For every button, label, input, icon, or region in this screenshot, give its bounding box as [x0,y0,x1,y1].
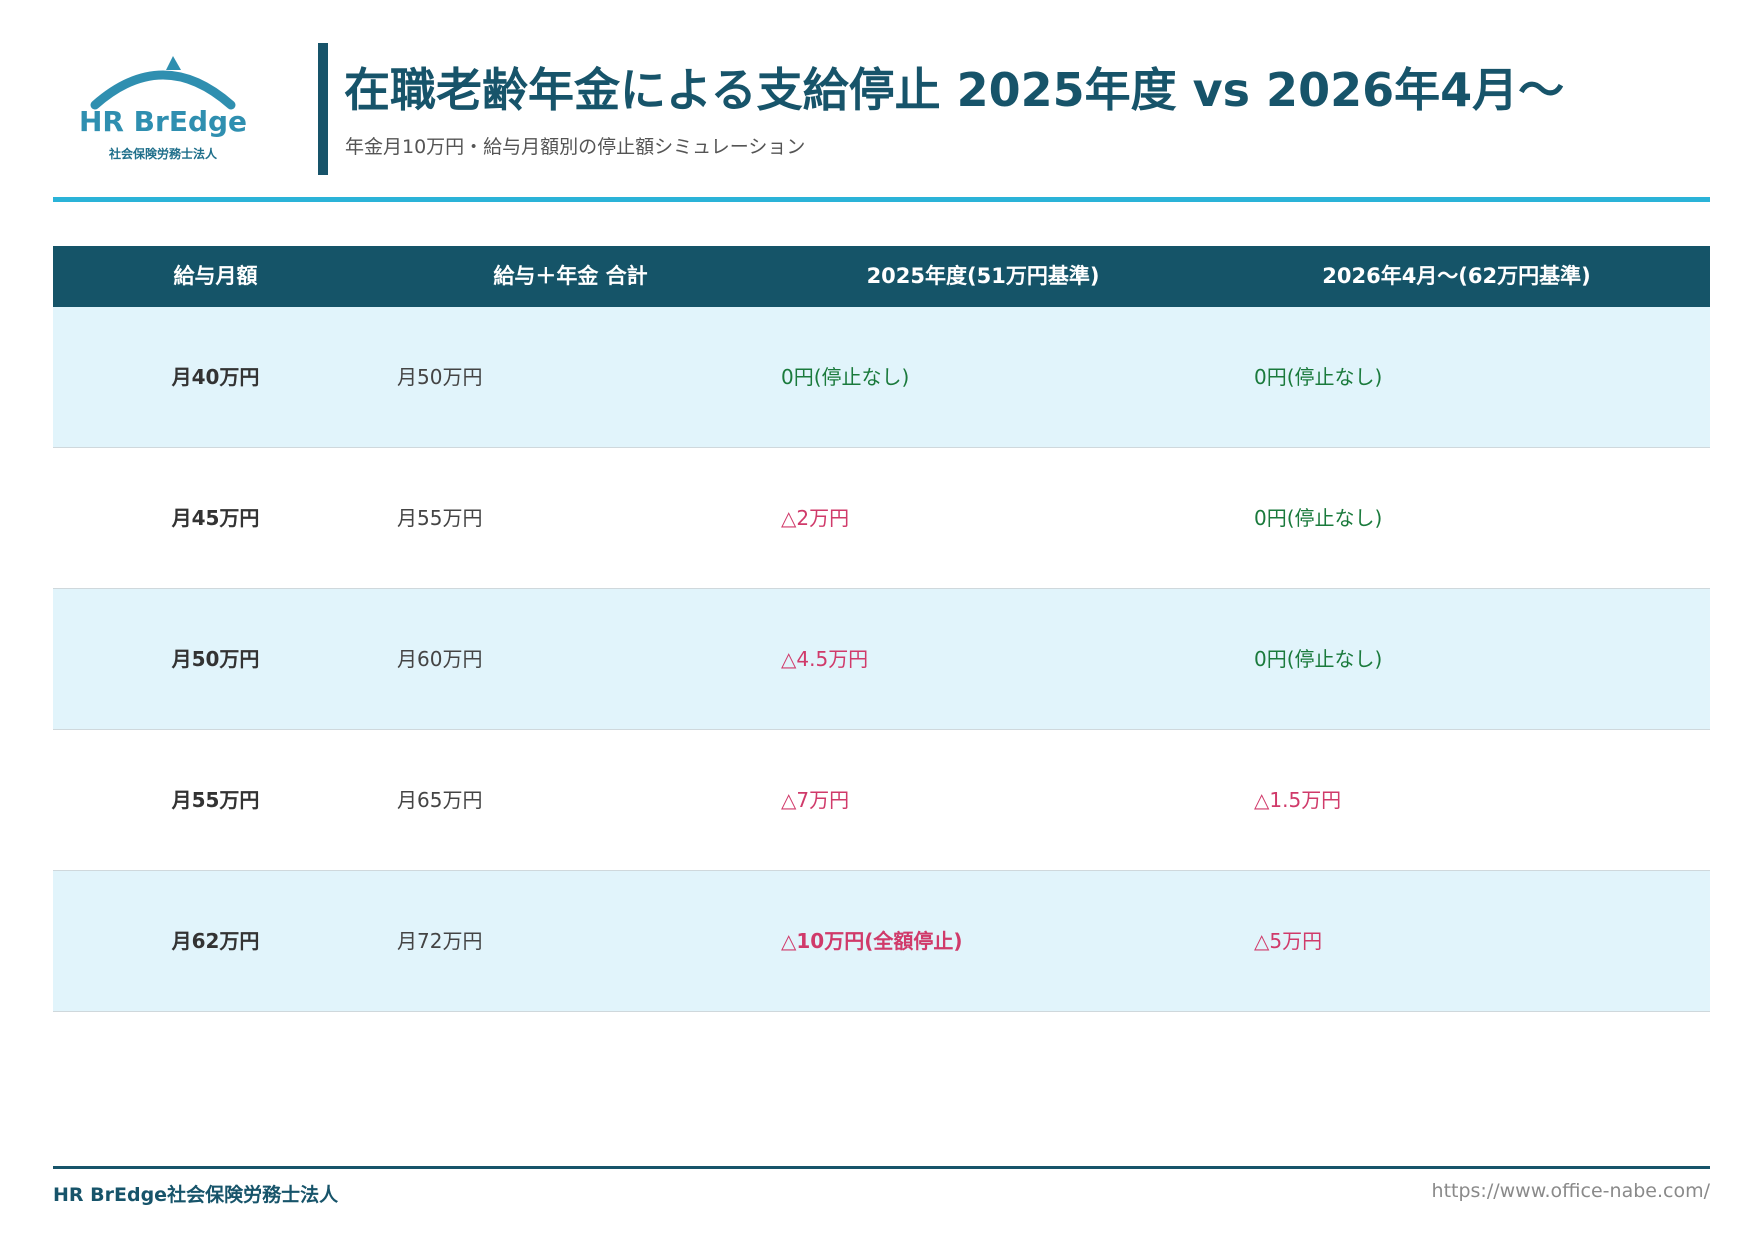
column-header-total: 給与＋年金 合計 [493,264,648,288]
salary-cell: 月62万円 [171,929,260,953]
salary-cell: 月40万円 [171,365,260,389]
total-cell: 月72万円 [397,929,483,953]
table-row: 月45万円 月55万円 △2万円 0円(停止なし) [53,448,1710,589]
stop-2025-cell: △4.5万円 [781,647,869,671]
company-logo: HR BrEdge 社会保険労務士法人 [73,50,253,161]
title-accent-bar [318,43,328,175]
salary-cell: 月50万円 [171,647,260,671]
salary-cell: 月45万円 [171,506,260,530]
logo-subtitle: 社会保険労務士法人 [108,147,217,161]
table-header-row: 給与月額 給与＋年金 合計 2025年度(51万円基準) 2026年4月〜(62… [53,246,1710,307]
header-divider [53,197,1710,202]
column-header-2025: 2025年度(51万円基準) [866,264,1100,288]
total-cell: 月60万円 [397,647,483,671]
table-row: 月55万円 月65万円 △7万円 △1.5万円 [53,730,1710,871]
stop-2026-cell: △1.5万円 [1254,788,1342,812]
page-title: 在職老齢年金による支給停止 2025年度 vs 2026年4月〜 [344,63,1565,117]
column-header-salary: 給与月額 [173,264,258,288]
stop-2025-cell: △7万円 [781,788,850,812]
total-cell: 月55万円 [397,506,483,530]
stop-2026-cell: 0円(停止なし) [1254,506,1383,530]
stop-2025-cell: 0円(停止なし) [781,365,910,389]
stop-2026-cell: 0円(停止なし) [1254,365,1383,389]
table-row: 月40万円 月50万円 0円(停止なし) 0円(停止なし) [53,307,1710,448]
page-header: HR BrEdge 社会保険労務士法人 在職老齢年金による支給停止 2025年度… [53,40,1710,200]
page-subtitle: 年金月10万円・給与月額別の停止額シミュレーション [345,136,806,158]
total-cell: 月65万円 [397,788,483,812]
stop-2025-cell: △2万円 [781,506,850,530]
table-row: 月50万円 月60万円 △4.5万円 0円(停止なし) [53,589,1710,730]
stop-2026-cell: 0円(停止なし) [1254,647,1383,671]
footer-divider [53,1166,1710,1169]
salary-cell: 月55万円 [171,788,260,812]
footer-url: https://www.office-nabe.com/ [1431,1180,1710,1202]
footer-company-name: HR BrEdge社会保険労務士法人 [53,1184,339,1206]
total-cell: 月50万円 [397,365,483,389]
logo-name: HR BrEdge [78,105,248,138]
simulation-table: 給与月額 給与＋年金 合計 2025年度(51万円基準) 2026年4月〜(62… [53,246,1710,1012]
column-header-2026: 2026年4月〜(62万円基準) [1322,264,1591,288]
stop-2025-cell: △10万円(全額停止) [781,929,963,953]
stop-2026-cell: △5万円 [1254,929,1323,953]
table-row: 月62万円 月72万円 △10万円(全額停止) △5万円 [53,871,1710,1012]
logo-arc-icon [90,56,236,110]
